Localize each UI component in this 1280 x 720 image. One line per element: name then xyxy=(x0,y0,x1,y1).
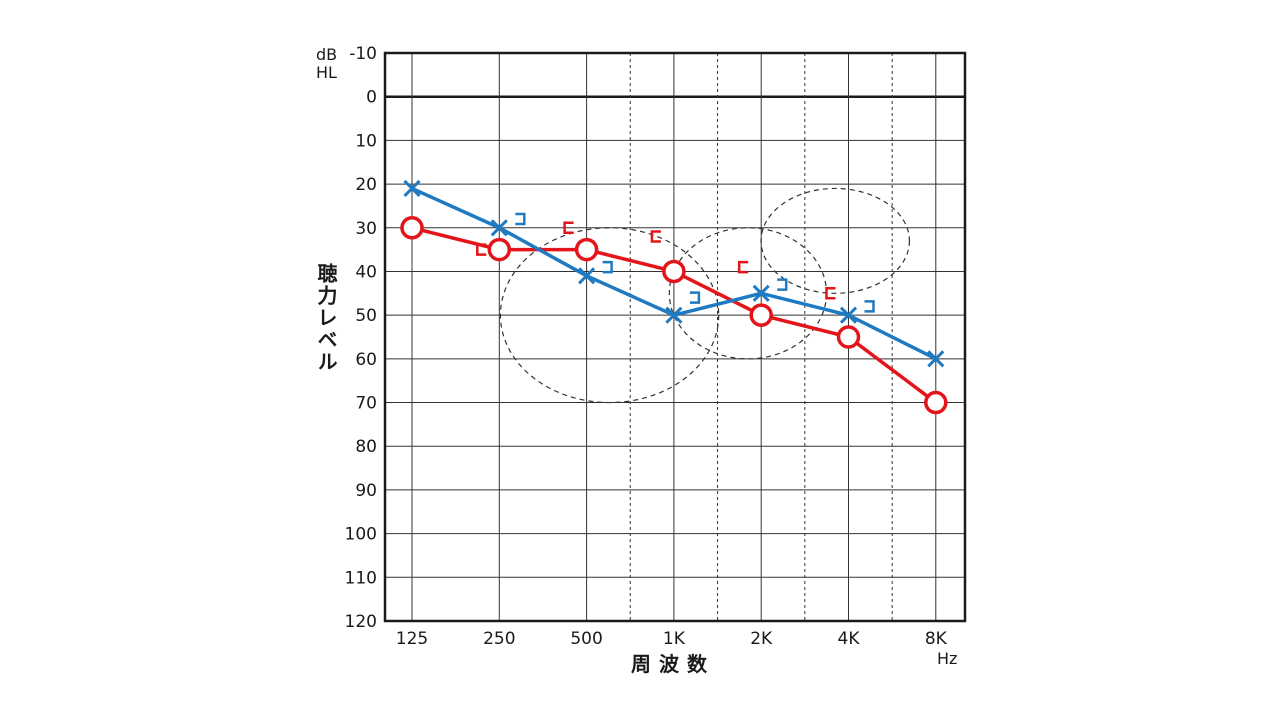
x-unit-hz: Hz xyxy=(937,649,957,668)
y-tick-label: 40 xyxy=(355,262,377,282)
data-point-x xyxy=(927,350,945,368)
x-tick-label: 4K xyxy=(838,629,861,649)
y-tick-label: 50 xyxy=(355,306,377,326)
bone-mark-right-bracket xyxy=(602,260,613,274)
data-point-circle xyxy=(836,325,861,349)
y-tick-label: 70 xyxy=(355,394,377,414)
bone-mark-left-bracket xyxy=(650,230,661,243)
bone-mark-right-bracket xyxy=(864,300,875,313)
bone-mark-right-bracket xyxy=(515,212,526,226)
region-ellipse xyxy=(499,227,720,404)
x-tick-label: 500 xyxy=(570,629,602,649)
series-markers xyxy=(400,179,948,415)
x-tick-label: 250 xyxy=(483,629,515,649)
y-tick-label: 90 xyxy=(355,481,377,501)
data-point-x xyxy=(403,179,421,198)
bone-mark-left-bracket xyxy=(476,243,487,256)
y-tick-label: 110 xyxy=(345,568,377,588)
data-point-x xyxy=(839,306,858,324)
data-point-x xyxy=(665,306,683,324)
bone-mark-left-bracket xyxy=(737,260,749,274)
y-tick-label: 10 xyxy=(355,131,377,151)
y-tick-labels: -10 0 10 20 30 40 50 60 70 80 90 100 110 120 xyxy=(345,44,377,632)
bone-mark-right-bracket xyxy=(689,291,701,304)
plot-background xyxy=(385,53,965,621)
data-point-circle xyxy=(924,390,948,415)
y-tick-label: 0 xyxy=(366,88,377,108)
region-ellipse xyxy=(760,187,911,294)
bone-mark-left-bracket xyxy=(563,221,574,235)
data-point-circle xyxy=(400,216,424,240)
y-unit-db: dB xyxy=(316,45,337,64)
y-tick-label: 30 xyxy=(355,219,377,239)
plot-border xyxy=(383,51,967,623)
data-point-circle xyxy=(749,303,773,327)
y-tick-label: 20 xyxy=(355,175,377,195)
y-tick-label: -10 xyxy=(349,44,377,64)
x-tick-label: 125 xyxy=(396,629,428,649)
x-tick-label: 2K xyxy=(750,629,773,649)
bone-mark-right-bracket xyxy=(777,278,788,291)
x-tick-label: 1K xyxy=(663,629,686,649)
data-point-circle xyxy=(662,259,686,284)
data-point-circle xyxy=(487,237,512,262)
y-tick-label: 80 xyxy=(355,437,377,457)
x-axis-title: 周波数 xyxy=(631,652,715,676)
data-point-circle xyxy=(574,237,599,262)
y-tick-label: 120 xyxy=(345,612,377,632)
y-tick-label: 100 xyxy=(345,525,377,545)
y-tick-label: 60 xyxy=(355,350,377,370)
y-axis-title: 聴力レベル xyxy=(314,263,338,373)
x-tick-label: 8K xyxy=(925,629,948,649)
data-point-x xyxy=(752,284,770,302)
bone-mark-left-bracket xyxy=(825,287,836,300)
x-tick-labels: 125 250 500 1K 2K 4K 8K xyxy=(396,629,948,649)
y-unit-hl: HL xyxy=(316,63,337,82)
bone-conduction-marks xyxy=(476,212,875,313)
data-point-x xyxy=(578,267,596,285)
data-point-x xyxy=(490,219,508,237)
